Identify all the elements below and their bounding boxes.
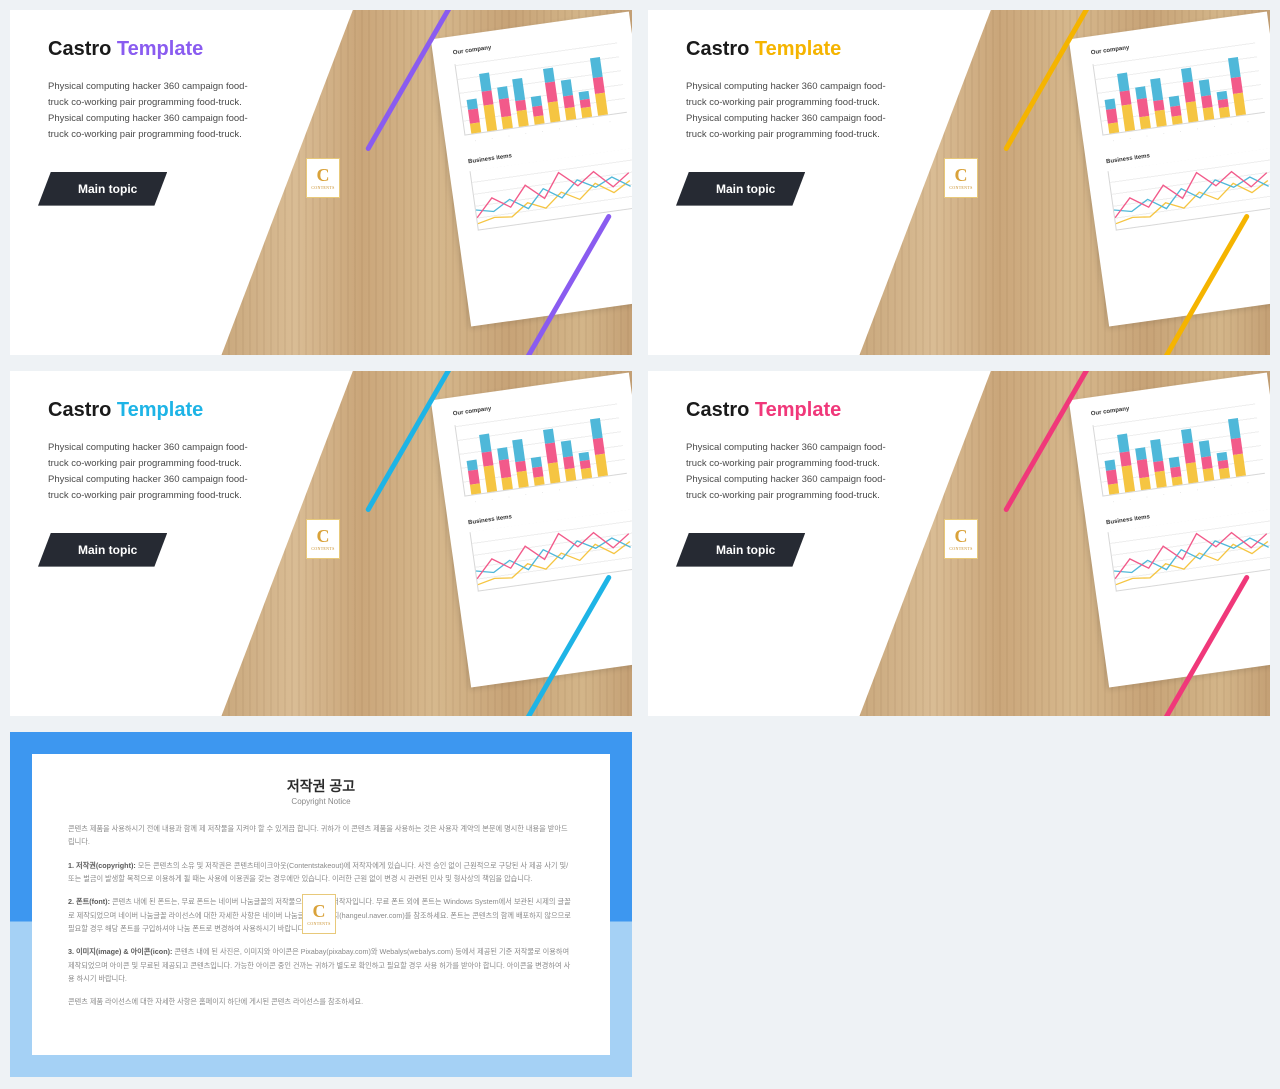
title-main: Castro (686, 399, 755, 421)
copyright-panel: CCONTENTS 저작권 공고Copyright Notice 콘텐츠 제품을 사… (32, 754, 610, 1055)
slide-description: Physical computing hacker 360 campaign f… (48, 79, 258, 144)
slide-title: Castro Template (48, 38, 288, 61)
main-topic-button[interactable]: Main topic (38, 172, 167, 206)
slide-description: Physical computing hacker 360 campaign f… (686, 79, 896, 144)
logo-badge: CCONTENTS (944, 519, 978, 559)
copyright-intro: 콘텐츠 제품을 사용하시기 전에 내용과 함께 제 저작물을 지켜야 할 수 있… (68, 822, 574, 849)
paper-chart: Our company·········Business items (1069, 11, 1270, 326)
logo-badge: CCONTENTS (944, 158, 978, 198)
paper-chart: Our company·········Business items (431, 11, 632, 326)
copyright-title: 저작권 공고 (68, 776, 574, 796)
copyright-section: 3. 이미지(image) & 아이콘(icon): 콘텐츠 내에 된 사진은,… (68, 945, 574, 985)
template-slide-2: Our company·········Business items CCONTE… (648, 10, 1270, 355)
copyright-outro: 콘텐츠 제품 라이선스에 대한 자세한 사항은 홈페이지 하단에 게시된 콘텐츠… (68, 995, 574, 1008)
paper-chart: Our company·········Business items (1069, 372, 1270, 687)
title-accent: Template (117, 38, 203, 60)
main-topic-button[interactable]: Main topic (676, 533, 805, 567)
copyright-section: 1. 저작권(copyright): 모든 콘텐츠의 소유 및 저작권은 콘텐츠… (68, 859, 574, 886)
logo-badge: CCONTENTS (306, 158, 340, 198)
title-accent: Template (755, 38, 841, 60)
copyright-slide: CCONTENTS 저작권 공고Copyright Notice 콘텐츠 제품을 사… (10, 732, 632, 1077)
title-main: Castro (48, 399, 117, 421)
template-slide-4: Our company·········Business items CCONTE… (648, 371, 1270, 716)
slide-title: Castro Template (686, 399, 926, 422)
title-accent: Template (117, 399, 203, 421)
slide-description: Physical computing hacker 360 campaign f… (686, 440, 896, 505)
slide-title: Castro Template (48, 399, 288, 422)
main-topic-button[interactable]: Main topic (38, 533, 167, 567)
slide-description: Physical computing hacker 360 campaign f… (48, 440, 258, 505)
template-slide-1: Our company·········Business items CCONTE… (10, 10, 632, 355)
logo-badge: CCONTENTS (306, 519, 340, 559)
template-slide-3: Our company·········Business items CCONTE… (10, 371, 632, 716)
slide-title: Castro Template (686, 38, 926, 61)
copyright-subtitle: Copyright Notice (68, 797, 574, 806)
logo-badge: CCONTENTS (302, 894, 336, 934)
title-main: Castro (48, 38, 117, 60)
main-topic-button[interactable]: Main topic (676, 172, 805, 206)
title-accent: Template (755, 399, 841, 421)
title-main: Castro (686, 38, 755, 60)
paper-chart: Our company·········Business items (431, 372, 632, 687)
